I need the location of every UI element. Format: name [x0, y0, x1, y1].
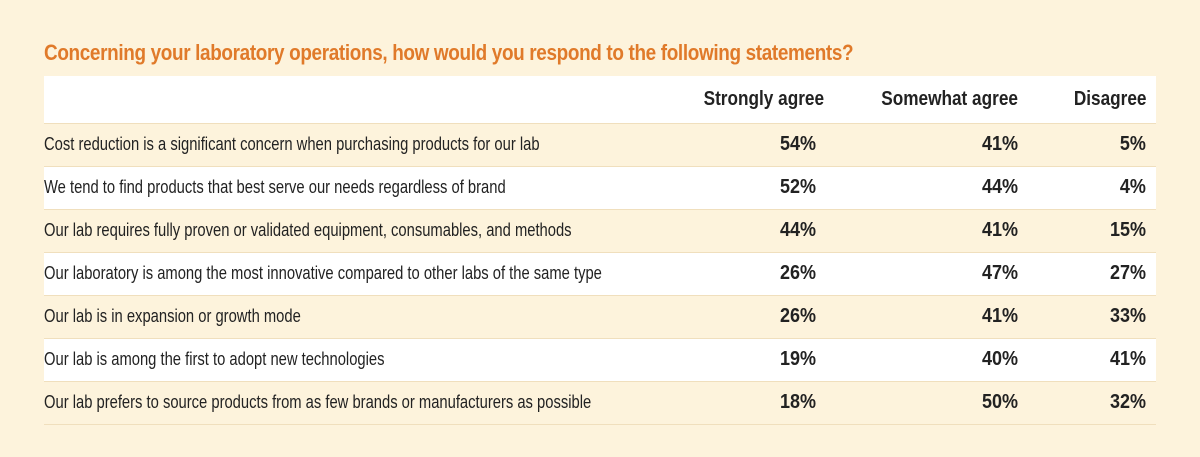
- value-cell-somewhat-agree: 47%: [816, 252, 1018, 296]
- statement-header: [44, 76, 684, 124]
- column-header-disagree: Disagree: [1018, 76, 1156, 124]
- statement-label: We tend to find products that best serve…: [44, 177, 506, 197]
- column-header-somewhat-agree: Somewhat agree: [816, 76, 1018, 124]
- value-label-strongly-agree: 18%: [779, 391, 816, 413]
- value-cell-disagree: 32%: [1018, 381, 1156, 425]
- value-cell-somewhat-agree: 41%: [816, 209, 1018, 253]
- value-label-strongly-agree: 19%: [779, 348, 816, 370]
- value-cell-strongly-agree: 52%: [684, 166, 816, 210]
- statement-label: Cost reduction is a significant concern …: [44, 134, 540, 154]
- value-label-disagree: 15%: [1109, 219, 1146, 241]
- value-cell-disagree: 15%: [1018, 209, 1156, 253]
- table-row: We tend to find products that best serve…: [44, 166, 1156, 210]
- value-label-somewhat-agree: 41%: [981, 133, 1018, 155]
- statement-label: Our lab is among the first to adopt new …: [44, 349, 385, 369]
- table-row: Our lab requires fully proven or validat…: [44, 209, 1156, 253]
- table-row: Our lab is among the first to adopt new …: [44, 338, 1156, 382]
- statement-cell: Cost reduction is a significant concern …: [44, 123, 684, 167]
- value-label-strongly-agree: 44%: [779, 219, 816, 241]
- value-label-strongly-agree: 26%: [779, 305, 816, 327]
- table-body: Cost reduction is a significant concern …: [44, 123, 1156, 425]
- value-label-somewhat-agree: 50%: [981, 391, 1018, 413]
- value-label-somewhat-agree: 41%: [981, 219, 1018, 241]
- table-row: Our lab is in expansion or growth mode 26…: [44, 295, 1156, 339]
- statement-cell: Our lab requires fully proven or validat…: [44, 209, 684, 253]
- statement-label: Our lab is in expansion or growth mode: [44, 306, 301, 326]
- value-cell-disagree: 4%: [1018, 166, 1156, 210]
- value-cell-somewhat-agree: 44%: [816, 166, 1018, 210]
- value-label-disagree: 5%: [1119, 133, 1146, 155]
- value-label-somewhat-agree: 47%: [981, 262, 1018, 284]
- column-header-strongly-agree: Strongly agree: [684, 76, 824, 124]
- value-label-somewhat-agree: 41%: [981, 305, 1018, 327]
- value-cell-somewhat-agree: 41%: [816, 123, 1018, 167]
- value-label-disagree: 41%: [1109, 348, 1146, 370]
- statement-cell: Our lab is among the first to adopt new …: [44, 338, 684, 382]
- statement-label: Our lab prefers to source products from …: [44, 392, 592, 412]
- statement-cell: Our lab is in expansion or growth mode: [44, 295, 684, 339]
- chart-title: Concerning your laboratory operations, h…: [44, 40, 854, 65]
- value-label-disagree: 4%: [1119, 176, 1146, 198]
- value-label-disagree: 32%: [1109, 391, 1146, 413]
- value-cell-strongly-agree: 26%: [684, 295, 816, 339]
- table-row: Cost reduction is a significant concern …: [44, 123, 1156, 167]
- value-label-disagree: 33%: [1109, 305, 1146, 327]
- value-label-somewhat-agree: 40%: [981, 348, 1018, 370]
- value-cell-strongly-agree: 44%: [684, 209, 816, 253]
- table-row: Our lab prefers to source products from …: [44, 381, 1156, 425]
- header-row: Strongly agree Somewhat agree Disagree: [44, 76, 1156, 124]
- value-cell-strongly-agree: 19%: [684, 338, 816, 382]
- value-cell-somewhat-agree: 41%: [816, 295, 1018, 339]
- value-cell-strongly-agree: 18%: [684, 381, 816, 425]
- table-row: Our laboratory is among the most innovat…: [44, 252, 1156, 296]
- statement-label: Our lab requires fully proven or validat…: [44, 220, 572, 240]
- statement-label: Our laboratory is among the most innovat…: [44, 263, 602, 283]
- value-cell-disagree: 33%: [1018, 295, 1156, 339]
- value-label-strongly-agree: 26%: [779, 262, 816, 284]
- value-cell-disagree: 27%: [1018, 252, 1156, 296]
- statement-cell: We tend to find products that best serve…: [44, 166, 684, 210]
- value-label-strongly-agree: 52%: [779, 176, 816, 198]
- value-label-somewhat-agree: 44%: [981, 176, 1018, 198]
- value-cell-disagree: 5%: [1018, 123, 1156, 167]
- value-cell-disagree: 41%: [1018, 338, 1156, 382]
- statement-cell: Our laboratory is among the most innovat…: [44, 252, 684, 296]
- survey-table: Strongly agree Somewhat agree Disagree C…: [44, 76, 1156, 425]
- value-label-strongly-agree: 54%: [779, 133, 816, 155]
- value-cell-somewhat-agree: 50%: [816, 381, 1018, 425]
- value-label-disagree: 27%: [1109, 262, 1146, 284]
- value-cell-strongly-agree: 54%: [684, 123, 816, 167]
- value-cell-strongly-agree: 26%: [684, 252, 816, 296]
- statement-cell: Our lab prefers to source products from …: [44, 381, 684, 425]
- value-cell-somewhat-agree: 40%: [816, 338, 1018, 382]
